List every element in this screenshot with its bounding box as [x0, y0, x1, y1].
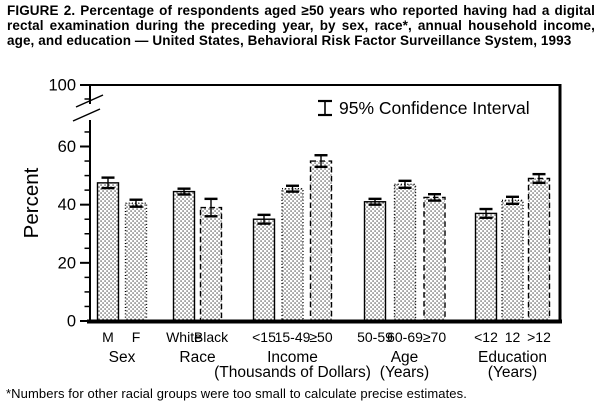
y-tick-label: 40 — [58, 196, 76, 214]
category-label-m: M — [102, 329, 114, 345]
bar-white — [172, 190, 196, 322]
y-tick-label: 0 — [67, 313, 76, 331]
bar-12 — [501, 199, 524, 322]
group-label-age: Age — [391, 349, 419, 366]
y-tick-label: 20 — [58, 254, 76, 272]
figure-footnote: *Numbers for other racial groups were to… — [6, 386, 467, 401]
category-label-12: >12 — [527, 329, 551, 345]
category-label-12: 12 — [505, 329, 521, 345]
category-label-15-49: 15-49 — [275, 329, 311, 345]
category-label-black: Black — [194, 329, 229, 345]
category-label-60-69: 60-69 — [387, 329, 423, 345]
bar-12 — [527, 177, 551, 322]
group-sublabel-age: (Years) — [380, 364, 429, 381]
bar-50-59 — [363, 201, 387, 322]
group-label-sex: Sex — [109, 349, 136, 366]
group-label-education: Education — [478, 349, 547, 366]
bar-12 — [474, 212, 498, 322]
figure-caption: FIGURE 2. Percentage of respondents aged… — [7, 3, 595, 48]
y-tick-label: 60 — [58, 138, 76, 156]
bar-black — [199, 206, 223, 322]
category-label-f: F — [132, 329, 141, 345]
axis-break-slash — [72, 108, 101, 122]
group-sublabel-education: (Years) — [488, 364, 537, 381]
group-label-race: Race — [179, 349, 215, 366]
bar-m — [96, 182, 120, 322]
category-label-50-59: 50-59 — [357, 329, 393, 345]
group-label-income: Income — [267, 349, 318, 366]
axis-break-slash — [75, 94, 104, 108]
y-axis-title: Percent — [20, 167, 43, 238]
category-label-50: ≥50 — [309, 329, 332, 345]
bar-f — [124, 202, 148, 322]
bar-50 — [309, 160, 333, 322]
category-label-15: <15 — [252, 329, 276, 345]
category-label-white: White — [166, 329, 202, 345]
group-sublabel-income: (Thousands of Dollars) — [214, 364, 371, 381]
category-label-70: ≥70 — [423, 329, 446, 345]
y-tick-label: 100 — [48, 77, 76, 95]
bar-15 — [252, 218, 276, 322]
category-label-12: <12 — [474, 329, 498, 345]
bar-70 — [423, 196, 446, 322]
bar-15-49 — [281, 187, 304, 322]
bar-60-69 — [393, 183, 417, 322]
legend-label: 95% Confidence Interval — [339, 98, 530, 118]
